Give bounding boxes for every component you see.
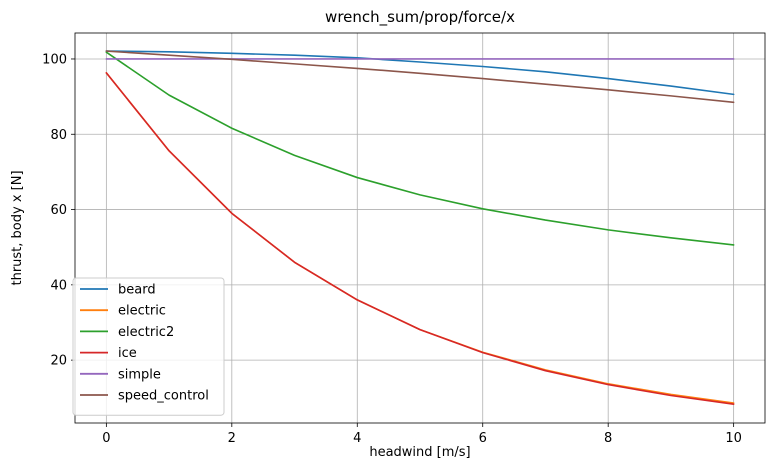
legend-label-electric: electric	[118, 304, 166, 319]
legend-label-electric2: electric2	[118, 325, 174, 340]
chart-title: wrench_sum/prop/force/x	[325, 8, 515, 27]
series-line-electric2	[105, 51, 735, 246]
legend-label-ice: ice	[118, 346, 137, 361]
x-tick-label: 6	[479, 431, 487, 446]
x-tick-label: 0	[102, 431, 110, 446]
y-axis-label: thrust, body x [N]	[10, 170, 25, 285]
series-line-beard	[105, 50, 735, 96]
legend: beard electric electric2 ice simple speed_con…	[72, 277, 225, 416]
y-tick-label: 100	[42, 52, 67, 67]
legend-label-speed-control: speed_control	[118, 389, 209, 404]
y-tick-label: 40	[50, 278, 67, 293]
y-tick-label: 80	[50, 128, 67, 143]
x-tick-label: 2	[228, 431, 236, 446]
x-tick-label: 8	[604, 431, 612, 446]
x-tick-label: 10	[725, 431, 742, 446]
series-line-speed-control	[105, 50, 735, 104]
series-line-ice	[105, 72, 735, 405]
x-axis-label: headwind [m/s]	[369, 445, 470, 460]
y-tick-label: 60	[50, 203, 67, 218]
x-tick-label: 4	[353, 431, 361, 446]
series-lines	[105, 50, 735, 405]
y-tick-label: 20	[50, 354, 67, 369]
legend-label-simple: simple	[118, 367, 161, 382]
legend-box	[72, 277, 225, 416]
axis-ticks: 0 2 4 6 8 10 20 40 60 80 100	[42, 52, 742, 446]
plot-frame	[74, 32, 766, 424]
legend-label-beard: beard	[118, 283, 156, 298]
